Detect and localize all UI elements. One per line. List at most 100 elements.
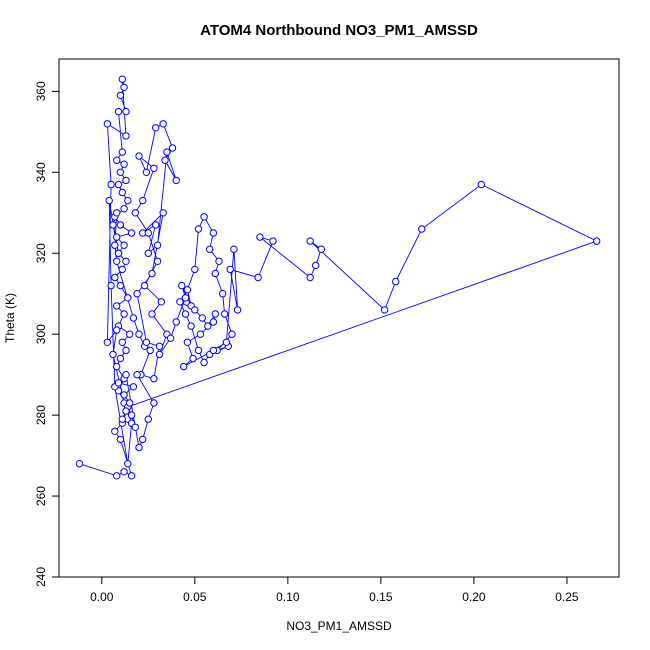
data-point: [114, 249, 123, 258]
data-point: [153, 257, 162, 265]
x-tick-label: 0.05: [183, 590, 207, 604]
data-point: [118, 75, 127, 83]
data-point: [148, 269, 156, 278]
data-point: [129, 314, 138, 322]
data-point: [135, 152, 143, 160]
data-point: [116, 354, 125, 363]
data-point: [172, 318, 180, 326]
data-point: [118, 265, 127, 274]
data-point: [157, 298, 166, 306]
data-point: [118, 148, 127, 156]
data-point: [176, 298, 184, 306]
x-tick-label: 0.15: [369, 590, 393, 604]
data-point: [113, 472, 121, 480]
data-point: [113, 209, 121, 217]
data-point: [194, 346, 203, 355]
series-layer: [75, 75, 601, 480]
data-point: [317, 245, 325, 253]
data-point: [306, 237, 314, 245]
x-axis: 0.00 0.05 0.10 0.15 0.20 0.25: [90, 577, 579, 604]
data-point: [233, 306, 242, 314]
data-point: [222, 338, 231, 346]
data-point: [144, 415, 153, 423]
data-point: [131, 423, 140, 431]
data-point: [113, 233, 121, 241]
data-point: [142, 168, 151, 177]
data-point: [144, 249, 153, 258]
data-point: [122, 407, 130, 415]
data-point: [116, 168, 125, 177]
data-point: [109, 350, 117, 359]
data-point: [124, 460, 132, 468]
data-point: [593, 237, 601, 245]
data-point: [133, 290, 141, 298]
series-line: [79, 79, 598, 477]
data-point: [120, 310, 128, 318]
data-point: [228, 330, 236, 338]
data-point: [107, 281, 115, 290]
y-tick-label: 300: [34, 324, 48, 344]
data-point: [146, 346, 154, 355]
data-point: [178, 281, 186, 290]
data-point: [111, 273, 119, 282]
data-point: [116, 281, 125, 290]
data-point: [196, 330, 205, 338]
data-point: [103, 338, 112, 346]
x-tick-label: 0.00: [90, 590, 114, 604]
data-point: [226, 265, 234, 274]
data-point: [118, 338, 127, 346]
data-point: [155, 342, 164, 350]
data-point: [75, 460, 84, 468]
data-point: [380, 306, 389, 314]
data-point: [127, 411, 136, 419]
chart-title: ATOM4 Northbound NO3_PM1_AMSSD: [200, 22, 478, 39]
data-point: [120, 83, 128, 92]
data-point: [163, 148, 171, 156]
data-point: [200, 213, 208, 221]
data-point: [183, 286, 192, 294]
data-point: [211, 269, 220, 278]
data-point: [131, 209, 140, 217]
data-point: [120, 205, 128, 213]
data-point: [220, 310, 229, 318]
x-tick-label: 0.20: [462, 590, 486, 604]
data-point: [114, 107, 123, 116]
data-point: [172, 176, 180, 185]
data-point: [122, 346, 130, 355]
data-point: [109, 221, 117, 229]
data-point: [122, 371, 130, 379]
data-point: [477, 180, 485, 189]
data-point: [118, 415, 127, 423]
data-point: [191, 265, 199, 274]
data-point: [113, 156, 121, 164]
data-point: [256, 233, 264, 241]
data-point: [103, 120, 112, 128]
data-point: [120, 160, 128, 168]
data-point: [200, 358, 208, 367]
data-point: [118, 188, 127, 197]
data-point: [209, 346, 218, 355]
y-tick-label: 340: [34, 162, 48, 182]
data-point: [166, 334, 175, 342]
data-point: [269, 237, 277, 245]
data-point: [122, 176, 130, 185]
data-point: [139, 435, 147, 444]
data-point: [122, 107, 130, 116]
data-point: [209, 318, 218, 326]
y-tick-label: 260: [34, 486, 48, 506]
data-point: [168, 144, 177, 152]
data-point: [150, 399, 158, 407]
data-point: [129, 383, 138, 391]
data-point: [159, 209, 167, 217]
data-point: [111, 427, 119, 435]
data-point: [180, 362, 188, 371]
y-tick-label: 360: [34, 81, 48, 101]
data-point: [181, 310, 190, 318]
data-point: [140, 281, 149, 290]
data-point: [183, 338, 192, 346]
data-point: [306, 273, 314, 282]
data-point: [418, 225, 426, 233]
data-point: [161, 156, 169, 164]
data-point: [116, 221, 125, 229]
